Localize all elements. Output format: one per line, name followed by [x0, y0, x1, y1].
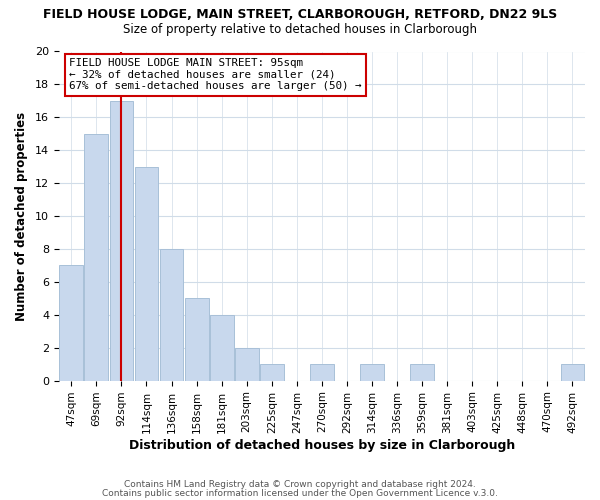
- Bar: [85, 134, 108, 380]
- Bar: [410, 364, 434, 380]
- Bar: [59, 266, 83, 380]
- Bar: [160, 249, 184, 380]
- Bar: [134, 166, 158, 380]
- Bar: [210, 315, 233, 380]
- Text: Size of property relative to detached houses in Clarborough: Size of property relative to detached ho…: [123, 22, 477, 36]
- Bar: [235, 348, 259, 380]
- Bar: [260, 364, 284, 380]
- Bar: [185, 298, 209, 380]
- Bar: [360, 364, 384, 380]
- X-axis label: Distribution of detached houses by size in Clarborough: Distribution of detached houses by size …: [129, 440, 515, 452]
- Bar: [310, 364, 334, 380]
- Y-axis label: Number of detached properties: Number of detached properties: [15, 112, 28, 320]
- Bar: [110, 101, 133, 380]
- Bar: [560, 364, 584, 380]
- Text: FIELD HOUSE LODGE MAIN STREET: 95sqm
← 32% of detached houses are smaller (24)
6: FIELD HOUSE LODGE MAIN STREET: 95sqm ← 3…: [70, 58, 362, 92]
- Text: Contains HM Land Registry data © Crown copyright and database right 2024.: Contains HM Land Registry data © Crown c…: [124, 480, 476, 489]
- Text: Contains public sector information licensed under the Open Government Licence v.: Contains public sector information licen…: [102, 488, 498, 498]
- Text: FIELD HOUSE LODGE, MAIN STREET, CLARBOROUGH, RETFORD, DN22 9LS: FIELD HOUSE LODGE, MAIN STREET, CLARBORO…: [43, 8, 557, 20]
